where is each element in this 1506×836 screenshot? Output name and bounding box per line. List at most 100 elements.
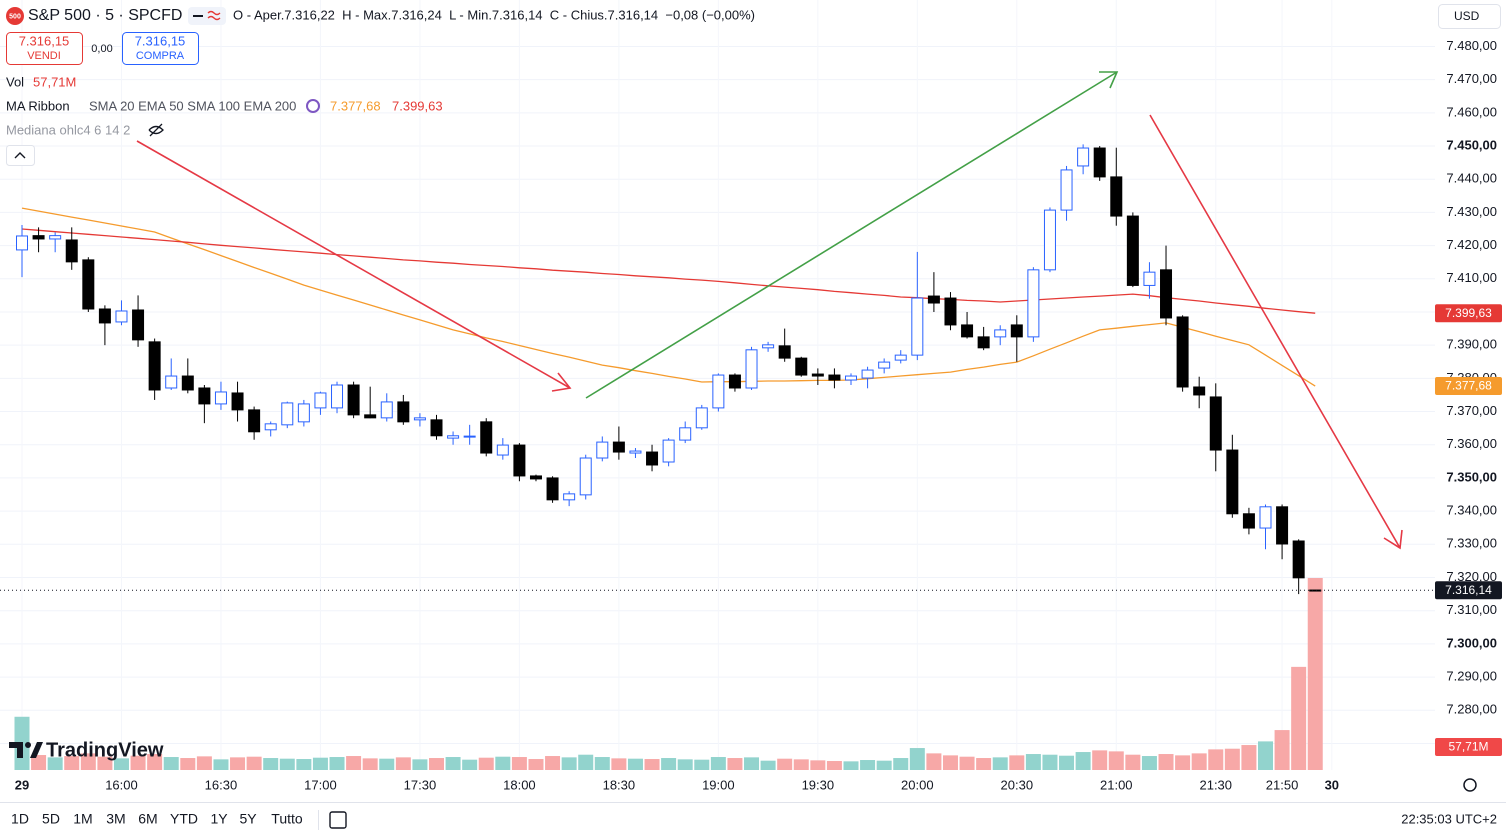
candle-body bbox=[546, 477, 559, 501]
candle-body bbox=[181, 375, 194, 391]
sell-button[interactable] bbox=[6, 32, 83, 65]
buy-price: 7.316,15 bbox=[135, 33, 186, 48]
volume-bar bbox=[346, 756, 362, 770]
clock: 22:35:03 UTC+2 bbox=[1401, 811, 1497, 826]
arrow-head bbox=[1383, 529, 1403, 550]
candle-body bbox=[878, 361, 891, 369]
candle-body bbox=[413, 417, 426, 421]
x-tick-label: 21:30 bbox=[1199, 777, 1232, 792]
hide-icon[interactable] bbox=[148, 123, 164, 137]
candle-body bbox=[977, 336, 990, 349]
symbol-title[interactable]: S&P 500 · 5 · SPCFD bbox=[28, 7, 182, 24]
volume-bar bbox=[412, 759, 428, 770]
candle-body bbox=[646, 451, 659, 466]
volume-bar bbox=[395, 757, 411, 770]
volume-bar bbox=[31, 755, 47, 770]
refresh-icon[interactable] bbox=[306, 99, 320, 113]
volume-bar bbox=[727, 758, 743, 770]
volume-bar bbox=[312, 757, 328, 770]
y-tick-label: 7.300,00 bbox=[1446, 635, 1497, 650]
volume-bar bbox=[1025, 754, 1041, 770]
y-tick-label: 7.390,00 bbox=[1446, 337, 1497, 352]
candle-body bbox=[1110, 176, 1123, 217]
volume-bar bbox=[147, 754, 163, 770]
icon bbox=[207, 10, 221, 21]
x-tick-label: 16:30 bbox=[205, 777, 238, 792]
y-tick-label: 7.330,00 bbox=[1446, 536, 1497, 551]
volume-bar bbox=[1224, 748, 1240, 770]
candle-body bbox=[695, 407, 708, 429]
volume-bar bbox=[429, 758, 444, 770]
currency: USD bbox=[1454, 9, 1480, 23]
volume-bar bbox=[561, 757, 577, 770]
ma-params: SMA 20 EMA 50 SMA 100 EMA 200 bbox=[89, 98, 296, 113]
candle-body bbox=[430, 419, 443, 437]
x-tick-label: 20:00 bbox=[901, 777, 934, 792]
volume-bar bbox=[196, 756, 212, 770]
range-button[interactable]: 5D bbox=[42, 811, 60, 827]
candle-body bbox=[662, 439, 675, 463]
range-button[interactable]: 5Y bbox=[239, 811, 257, 827]
candle-body bbox=[596, 441, 609, 459]
volume-bar bbox=[64, 756, 80, 770]
volume-bar bbox=[246, 756, 262, 770]
range-button[interactable]: YTD bbox=[170, 811, 198, 827]
volume-bar bbox=[578, 754, 594, 770]
x-tick-label: 21:00 bbox=[1100, 777, 1133, 792]
candle-body bbox=[49, 235, 62, 240]
volume-bar bbox=[959, 756, 975, 770]
candle-body bbox=[1259, 506, 1272, 529]
candle-body bbox=[347, 384, 360, 416]
date-range-icon[interactable] bbox=[329, 811, 347, 829]
candle-body bbox=[1209, 396, 1222, 451]
logo-text: 500 bbox=[9, 13, 21, 20]
range-button[interactable]: Tutto bbox=[271, 811, 303, 827]
range-button[interactable]: 1Y bbox=[210, 811, 228, 827]
candle-body bbox=[1176, 316, 1189, 388]
ohlc-readout: O - Aper.7.316,22 H - Max.7.316,24 L - M… bbox=[233, 7, 755, 22]
range-button[interactable]: 3M bbox=[106, 811, 125, 827]
y-tick-label: 7.460,00 bbox=[1446, 104, 1497, 119]
settings-icon[interactable] bbox=[1463, 778, 1477, 792]
volume-bar bbox=[495, 756, 511, 770]
arrow-line bbox=[1149, 114, 1401, 549]
arrow-head bbox=[1099, 71, 1119, 89]
price-box-label: 7.316,14 bbox=[1445, 583, 1492, 597]
candle-body bbox=[563, 493, 576, 501]
candle-body bbox=[1143, 271, 1156, 286]
collapse-button[interactable] bbox=[6, 145, 35, 166]
currency-button[interactable] bbox=[1438, 4, 1501, 29]
candle-body bbox=[828, 374, 841, 381]
buy-label: COMPRA bbox=[136, 50, 185, 62]
range-button[interactable]: 1M bbox=[73, 811, 92, 827]
buy-button[interactable] bbox=[122, 32, 199, 65]
x-tick-label: 29 bbox=[15, 777, 29, 792]
volume-bar bbox=[1258, 741, 1273, 770]
range-button[interactable]: 6M bbox=[138, 811, 157, 827]
candle-body bbox=[1276, 506, 1289, 545]
candle-body bbox=[380, 401, 393, 419]
volume-bar bbox=[379, 758, 395, 770]
candle-body bbox=[1077, 147, 1090, 167]
volume-bar bbox=[113, 758, 129, 770]
candle-body bbox=[728, 374, 741, 389]
volume-bar bbox=[180, 758, 196, 770]
candle-body bbox=[132, 309, 145, 341]
candle-body bbox=[148, 341, 161, 391]
candle-body bbox=[98, 308, 111, 324]
candle-body bbox=[1226, 449, 1239, 515]
candle-body bbox=[944, 297, 957, 326]
volume-bar bbox=[611, 758, 627, 770]
candle-body bbox=[795, 357, 808, 376]
price-box-label: 7.377,68 bbox=[1445, 379, 1492, 393]
ma-legend: MA Ribbon bbox=[6, 98, 70, 113]
x-tick-label: 21:50 bbox=[1266, 777, 1299, 792]
brand-icon bbox=[25, 742, 31, 748]
candle-body bbox=[1060, 169, 1073, 211]
brand: TradingView bbox=[9, 739, 164, 761]
price-box-label: 7.399,63 bbox=[1445, 306, 1492, 320]
header: 500 S&P 500 · 5 · SPCFD O - Aper.7.316,2… bbox=[6, 7, 755, 166]
volume-bar bbox=[263, 758, 279, 770]
range-button[interactable]: 1D bbox=[11, 811, 29, 827]
